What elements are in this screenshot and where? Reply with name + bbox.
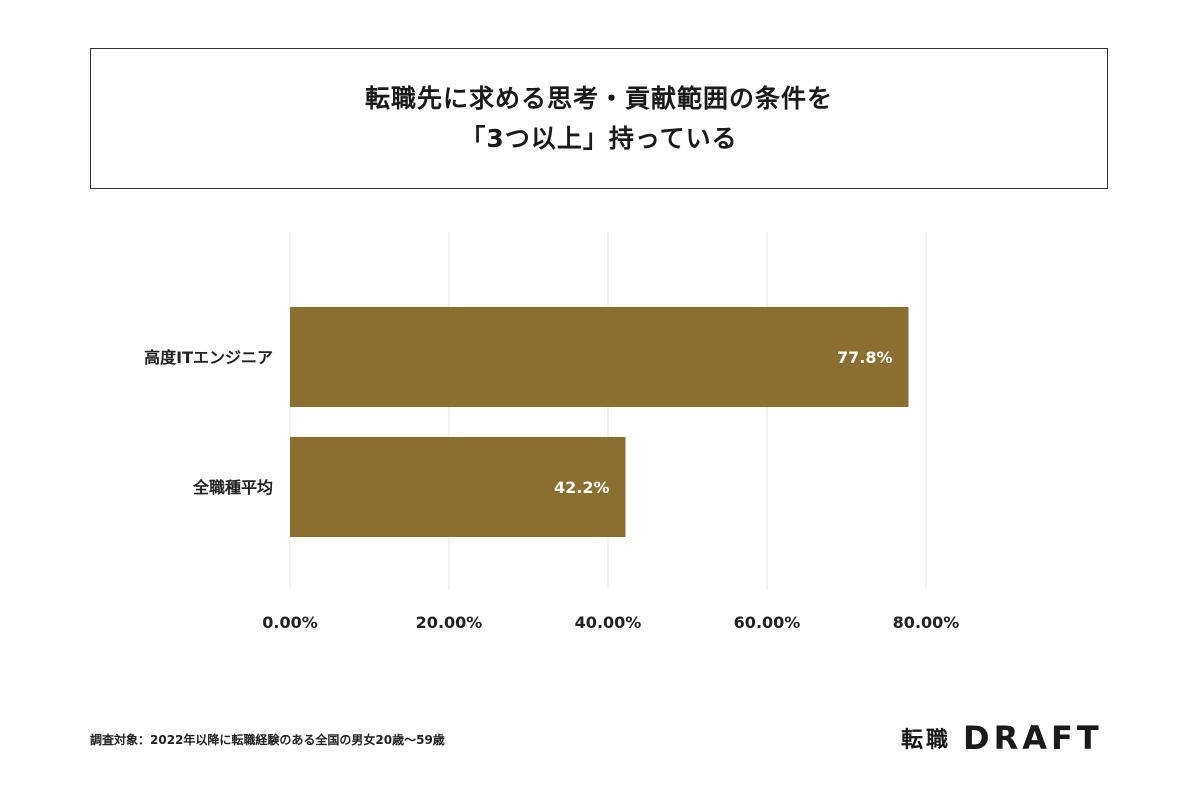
chart-title-line-2: 「3つ以上」持っている: [460, 123, 738, 153]
logo-jp-text: 転職: [901, 728, 952, 753]
value-label-0: 77.8%: [837, 348, 893, 367]
category-label-1: 全職種平均: [192, 478, 273, 497]
x-tick-label-3: 60.00%: [734, 613, 801, 632]
chart-title-line-1: 転職先に求める思考・貢献範囲の条件を: [364, 83, 833, 113]
value-label-1: 42.2%: [554, 478, 610, 497]
logo-en-text: DRAFT: [963, 719, 1103, 757]
brand-logo: 転職 DRAFT: [901, 718, 1103, 758]
bar-1: [290, 437, 626, 537]
chart-title-box: 転職先に求める思考・貢献範囲の条件を 「3つ以上」持っている: [90, 48, 1108, 189]
x-tick-label-4: 80.00%: [893, 613, 960, 632]
bar-0: [290, 307, 909, 407]
source-note: 調査対象：2022年以降に転職経験のある全国の男女20歳〜59歳: [90, 733, 445, 747]
category-label-0: 高度ITエンジニア: [144, 348, 273, 367]
x-tick-label-2: 40.00%: [575, 613, 642, 632]
x-tick-label-1: 20.00%: [416, 613, 483, 632]
x-tick-label-0: 0.00%: [262, 613, 318, 632]
